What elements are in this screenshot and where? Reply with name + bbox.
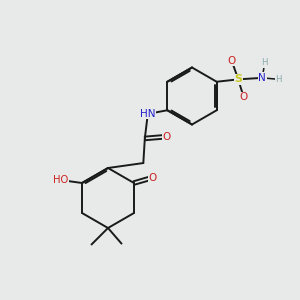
Text: S: S: [234, 74, 242, 84]
Text: O: O: [240, 92, 248, 102]
Text: O: O: [228, 56, 236, 66]
Text: N: N: [258, 73, 266, 83]
Text: HO: HO: [53, 175, 68, 185]
Text: H: H: [275, 75, 282, 84]
Text: O: O: [162, 132, 170, 142]
Text: H: H: [261, 58, 268, 68]
Text: O: O: [148, 172, 157, 183]
Text: HN: HN: [140, 109, 156, 119]
